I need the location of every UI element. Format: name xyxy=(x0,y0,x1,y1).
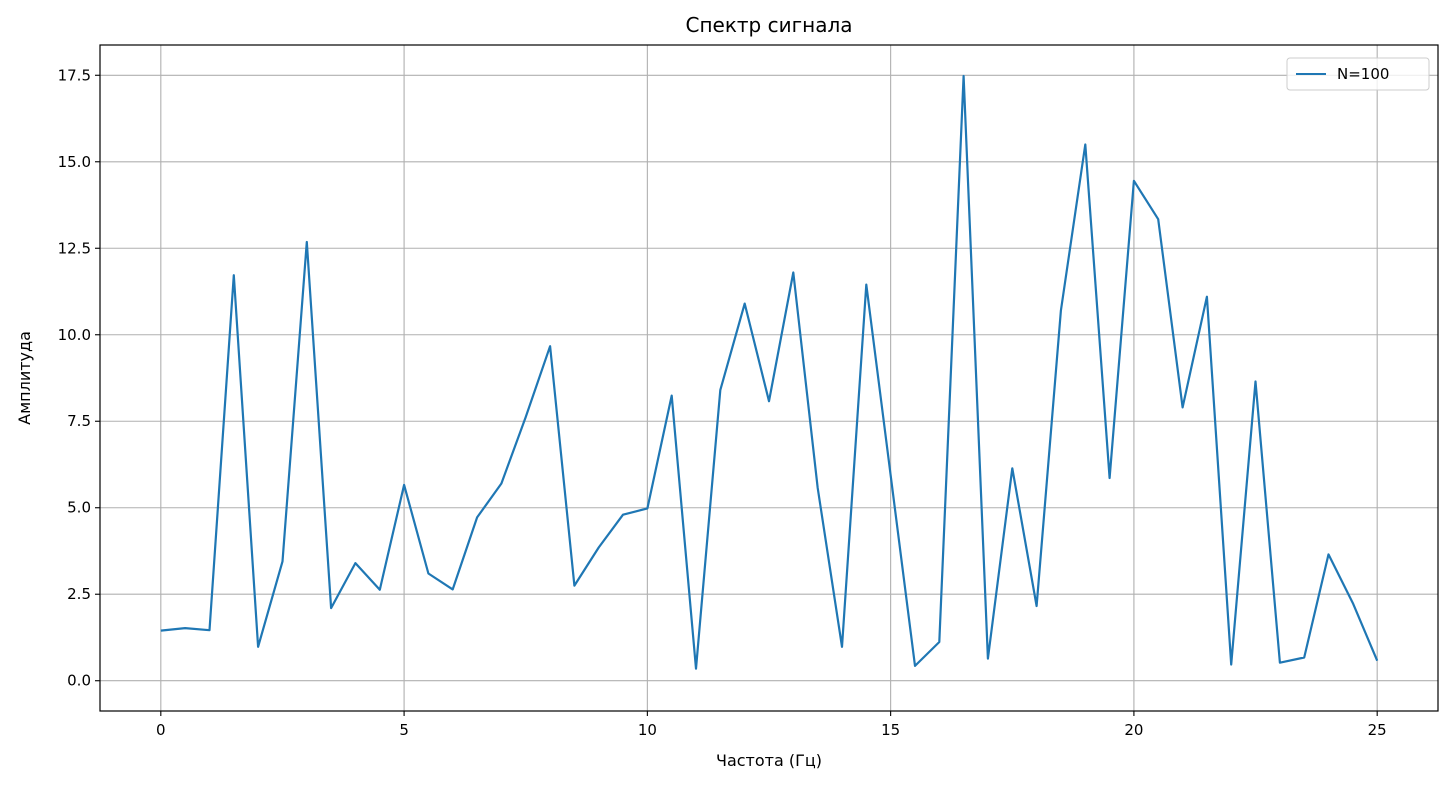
x-tick-label: 20 xyxy=(1124,721,1143,739)
x-tick-label: 0 xyxy=(156,721,166,739)
legend: N=100 xyxy=(1286,57,1430,91)
legend-label: N=100 xyxy=(1337,65,1389,83)
y-tick-label: 17.5 xyxy=(58,66,91,84)
y-tick-label: 2.5 xyxy=(67,585,91,603)
y-tick-label: 0.0 xyxy=(67,672,91,690)
x-tick-label: 15 xyxy=(881,721,900,739)
x-tick-label: 10 xyxy=(638,721,657,739)
series-layer xyxy=(160,74,1379,670)
legend-box xyxy=(1286,57,1430,91)
y-tick-label: 10.0 xyxy=(58,326,91,344)
series-line xyxy=(160,74,1379,670)
tick-layer: 0 5 10 15 20 25 0.0 2.5 5.0 7.5 10.0 12.5 15.0 17.5 xyxy=(58,66,1387,739)
grid-layer xyxy=(100,45,1438,711)
y-tick-label: 5.0 xyxy=(67,499,91,517)
y-axis-title: Амплитуда xyxy=(15,331,34,425)
x-tick-label: 25 xyxy=(1368,721,1387,739)
plot-frame xyxy=(99,44,1439,712)
x-tick-label: 5 xyxy=(399,721,409,739)
y-tick-label: 12.5 xyxy=(58,239,91,257)
chart-title: Спектр сигнала xyxy=(685,13,852,37)
y-tick-label: 15.0 xyxy=(58,153,91,171)
x-axis-title: Частота (Гц) xyxy=(716,751,822,770)
y-tick-label: 7.5 xyxy=(67,412,91,430)
